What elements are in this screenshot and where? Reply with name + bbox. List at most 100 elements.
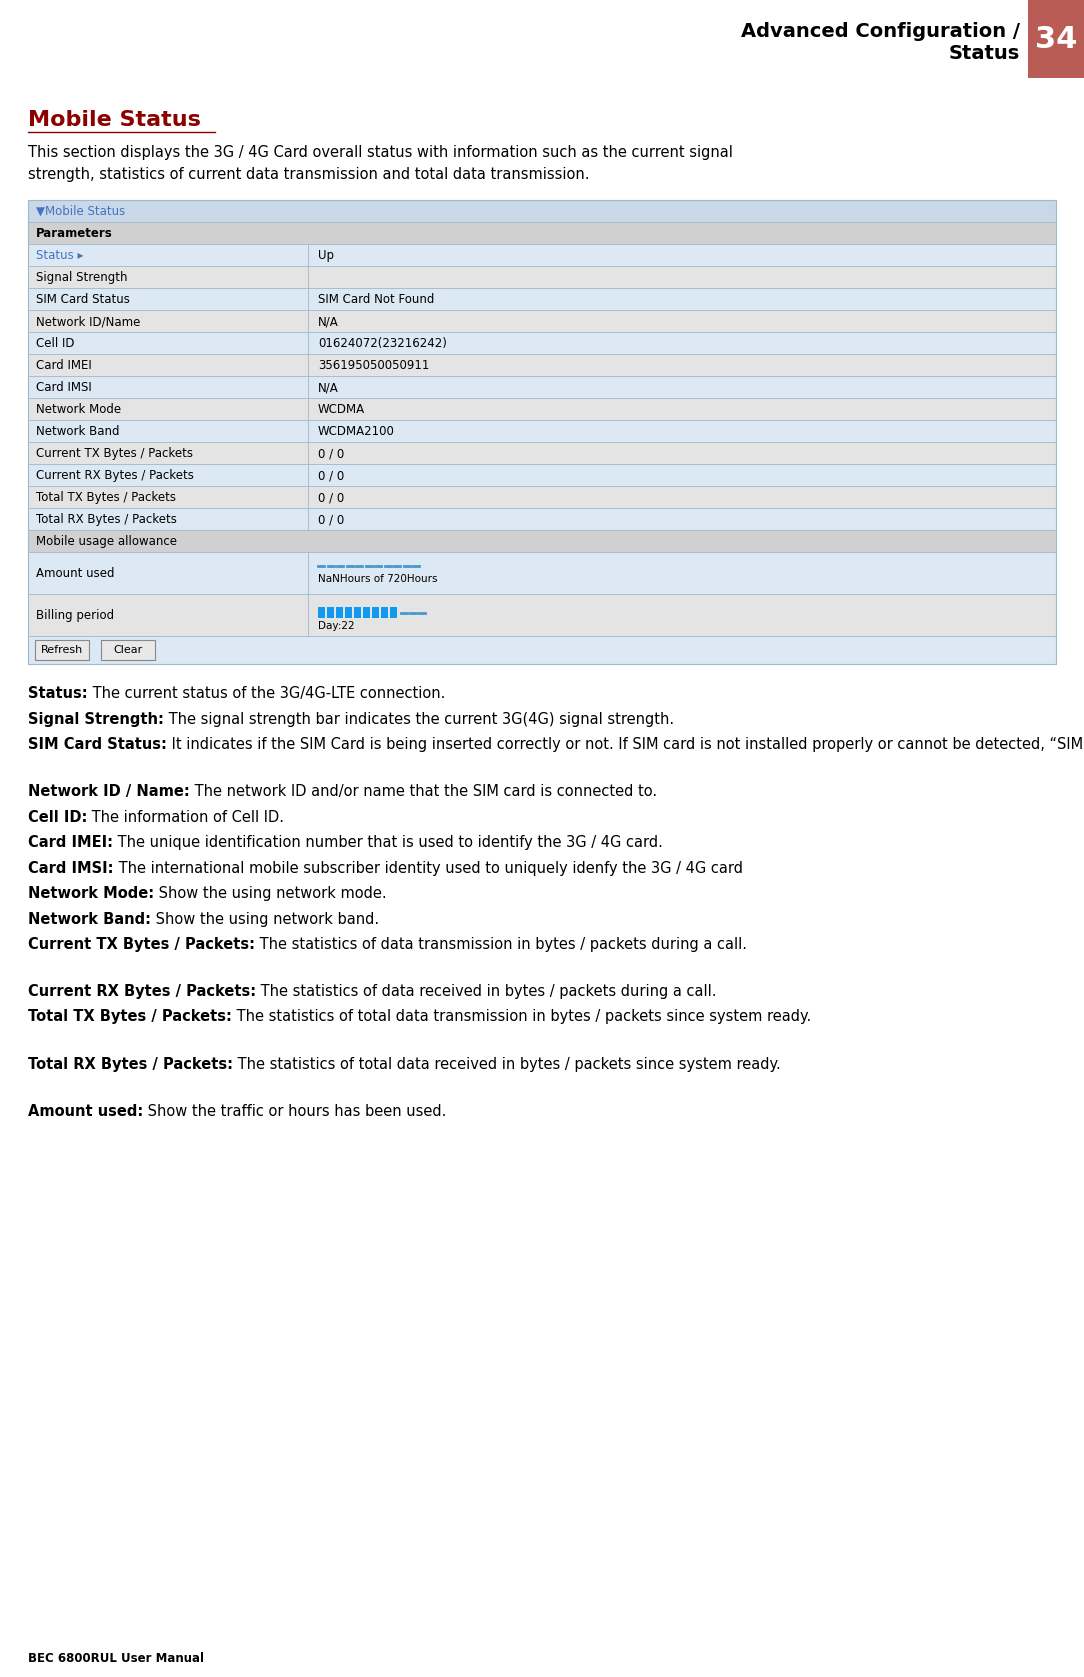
Text: Amount used:: Amount used: xyxy=(28,1103,143,1119)
Text: Total TX Bytes / Packets:: Total TX Bytes / Packets: xyxy=(28,1010,232,1025)
Text: The network ID and/or name that the SIM card is connected to.: The network ID and/or name that the SIM … xyxy=(190,785,657,798)
Text: 34: 34 xyxy=(1035,25,1077,54)
Text: Current TX Bytes / Packets:: Current TX Bytes / Packets: xyxy=(28,937,255,953)
Text: The information of Cell ID.: The information of Cell ID. xyxy=(88,810,284,825)
Bar xyxy=(28,310,1056,332)
Bar xyxy=(372,607,379,619)
Text: Mobile Status: Mobile Status xyxy=(28,111,201,131)
Text: Network Mode:: Network Mode: xyxy=(28,885,154,901)
Text: NaNHours of 720Hours: NaNHours of 720Hours xyxy=(318,574,438,584)
Text: Clear: Clear xyxy=(114,646,143,656)
Bar xyxy=(28,486,1056,508)
Text: WCDMA2100: WCDMA2100 xyxy=(318,424,395,438)
Text: Cell ID:: Cell ID: xyxy=(28,810,88,825)
Text: The unique identification number that is used to identify the 3G / 4G card.: The unique identification number that is… xyxy=(113,835,663,850)
FancyBboxPatch shape xyxy=(35,641,89,661)
Text: Card IMSI: Card IMSI xyxy=(36,381,92,394)
Bar xyxy=(28,508,1056,530)
Bar xyxy=(28,200,1056,221)
Text: It indicates if the SIM Card is being inserted correctly or not. If SIM card is : It indicates if the SIM Card is being in… xyxy=(167,736,1084,751)
Bar xyxy=(336,607,343,619)
Text: Card IMEI: Card IMEI xyxy=(36,359,92,372)
Bar xyxy=(28,443,1056,465)
FancyBboxPatch shape xyxy=(101,641,155,661)
Bar xyxy=(318,607,325,619)
Text: ▼Mobile Status: ▼Mobile Status xyxy=(36,205,126,218)
Text: Network Mode: Network Mode xyxy=(36,402,121,416)
Text: Status: Status xyxy=(948,44,1020,62)
Text: The current status of the 3G/4G-LTE connection.: The current status of the 3G/4G-LTE conn… xyxy=(88,686,446,701)
Text: WCDMA: WCDMA xyxy=(318,402,365,416)
Text: N/A: N/A xyxy=(318,315,338,329)
Text: Signal Strength: Signal Strength xyxy=(36,272,128,283)
Text: Total TX Bytes / Packets: Total TX Bytes / Packets xyxy=(36,491,176,505)
Bar xyxy=(28,332,1056,354)
Text: N/A: N/A xyxy=(318,381,338,394)
Bar xyxy=(28,200,1056,664)
Text: The statistics of total data transmission in bytes / packets since system ready.: The statistics of total data transmissio… xyxy=(232,1010,811,1025)
Text: Advanced Configuration /: Advanced Configuration / xyxy=(741,22,1020,40)
Bar xyxy=(28,465,1056,486)
Bar xyxy=(28,419,1056,443)
Bar xyxy=(390,607,397,619)
Bar xyxy=(28,243,1056,267)
Text: The signal strength bar indicates the current 3G(4G) signal strength.: The signal strength bar indicates the cu… xyxy=(164,711,674,726)
Bar xyxy=(363,607,370,619)
Text: 0 / 0: 0 / 0 xyxy=(318,470,345,481)
Text: Total RX Bytes / Packets: Total RX Bytes / Packets xyxy=(36,513,177,527)
Text: The statistics of data received in bytes / packets during a call.: The statistics of data received in bytes… xyxy=(256,984,717,999)
Bar xyxy=(28,552,1056,594)
Text: Network ID/Name: Network ID/Name xyxy=(36,315,140,329)
Bar xyxy=(28,221,1056,243)
Text: Up: Up xyxy=(318,248,334,262)
Text: Network ID / Name:: Network ID / Name: xyxy=(28,785,190,798)
Text: SIM Card Status: SIM Card Status xyxy=(36,293,130,305)
Text: Parameters: Parameters xyxy=(36,226,113,240)
Bar xyxy=(28,354,1056,376)
Text: Cell ID: Cell ID xyxy=(36,337,75,350)
Text: 0 / 0: 0 / 0 xyxy=(318,513,345,527)
Text: The international mobile subscriber identity used to uniquely idenfy the 3G / 4G: The international mobile subscriber iden… xyxy=(114,860,743,875)
Text: Card IMSI:: Card IMSI: xyxy=(28,860,114,875)
Text: Show the using network mode.: Show the using network mode. xyxy=(154,885,387,901)
Text: Status ▸: Status ▸ xyxy=(36,248,83,262)
Bar xyxy=(354,607,361,619)
Text: Refresh: Refresh xyxy=(41,646,83,656)
Text: Network Band:: Network Band: xyxy=(28,912,151,926)
Bar xyxy=(345,607,352,619)
Text: Billing period: Billing period xyxy=(36,609,114,622)
Text: Mobile usage allowance: Mobile usage allowance xyxy=(36,535,177,548)
Text: Day:22: Day:22 xyxy=(318,620,354,631)
Bar xyxy=(28,594,1056,636)
Bar xyxy=(28,397,1056,419)
Text: BEC 6800RUL User Manual: BEC 6800RUL User Manual xyxy=(28,1652,204,1665)
Text: 0 / 0: 0 / 0 xyxy=(318,491,345,505)
Bar xyxy=(1028,0,1084,79)
Text: Card IMEI:: Card IMEI: xyxy=(28,835,113,850)
Text: Current RX Bytes / Packets:: Current RX Bytes / Packets: xyxy=(28,984,256,999)
Bar xyxy=(28,376,1056,397)
Text: Amount used: Amount used xyxy=(36,567,115,580)
Bar xyxy=(28,530,1056,552)
Text: 01624072(23216242): 01624072(23216242) xyxy=(318,337,447,350)
Text: SIM Card Not Found: SIM Card Not Found xyxy=(318,293,435,305)
Text: Signal Strength:: Signal Strength: xyxy=(28,711,164,726)
Text: The statistics of total data received in bytes / packets since system ready.: The statistics of total data received in… xyxy=(233,1057,780,1072)
Text: 0 / 0: 0 / 0 xyxy=(318,448,345,459)
Text: The statistics of data transmission in bytes / packets during a call.: The statistics of data transmission in b… xyxy=(255,937,747,953)
Text: Current TX Bytes / Packets: Current TX Bytes / Packets xyxy=(36,448,193,459)
Bar xyxy=(28,288,1056,310)
Bar xyxy=(28,636,1056,664)
Bar xyxy=(327,607,334,619)
Text: Current RX Bytes / Packets: Current RX Bytes / Packets xyxy=(36,470,194,481)
Bar xyxy=(380,607,388,619)
Text: Total RX Bytes / Packets:: Total RX Bytes / Packets: xyxy=(28,1057,233,1072)
Text: Status:: Status: xyxy=(28,686,88,701)
Text: 356195050050911: 356195050050911 xyxy=(318,359,429,372)
Text: SIM Card Status:: SIM Card Status: xyxy=(28,736,167,751)
Text: This section displays the 3G / 4G Card overall status with information such as t: This section displays the 3G / 4G Card o… xyxy=(28,144,733,181)
Text: Show the using network band.: Show the using network band. xyxy=(151,912,379,926)
Text: Show the traffic or hours has been used.: Show the traffic or hours has been used. xyxy=(143,1103,447,1119)
Text: Network Band: Network Band xyxy=(36,424,119,438)
Bar xyxy=(28,267,1056,288)
